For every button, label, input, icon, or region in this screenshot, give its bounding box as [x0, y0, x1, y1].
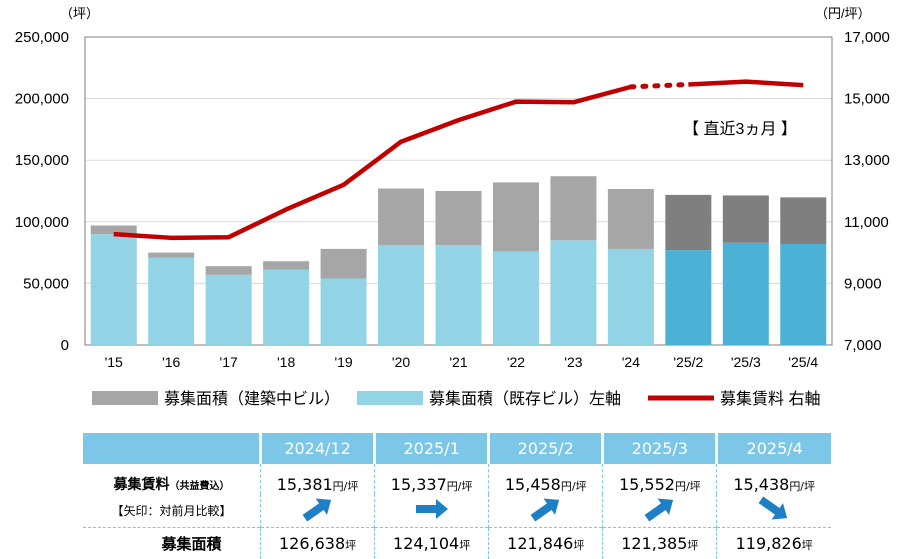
bar-construction-9	[608, 189, 654, 249]
bar-construction-1	[148, 253, 194, 258]
category-label-0: '15	[105, 354, 123, 370]
left-tick-label: 250,000	[15, 29, 69, 46]
category-label-9: '24	[622, 354, 640, 370]
trend-arrow-shape	[527, 495, 565, 523]
bar-construction-0	[91, 225, 137, 234]
rent-cell-1: 15,337円/坪	[375, 464, 489, 494]
bar-existing-7	[493, 251, 539, 345]
legend-swatch-1	[357, 391, 423, 405]
category-label-10: '25/2	[673, 354, 703, 370]
area-cell-1: 124,104坪	[375, 528, 489, 559]
right-tick-label: 7,000	[844, 337, 882, 354]
category-label-12: '25/4	[788, 354, 818, 370]
legend-label-2: 募集賃料 右軸	[720, 390, 820, 408]
table-header-month-1: 2025/1	[375, 433, 489, 464]
area-cell-4: 119,826坪	[717, 528, 831, 559]
category-label-4: '19	[334, 354, 352, 370]
right-tick-label: 11,000	[844, 214, 889, 231]
trend-arrow-icon-1	[412, 495, 452, 523]
arrow-note: 【矢印：対前月比較】	[83, 494, 261, 528]
category-label-1: '16	[162, 354, 180, 370]
rent-line-gap	[631, 84, 688, 86]
bar-construction-2	[206, 266, 252, 275]
area-cell-2: 121,846坪	[489, 528, 603, 559]
rent-cell-2: 15,458円/坪	[489, 464, 603, 494]
category-label-5: '20	[392, 354, 410, 370]
rent-cell-0: 15,381円/坪	[261, 464, 375, 494]
trend-arrow-shape	[755, 495, 793, 523]
bar-existing-8	[550, 240, 596, 345]
recent-annotation: 【 直近3ヵ月 】	[683, 120, 797, 138]
trend-arrow-icon-3	[640, 495, 680, 523]
table-header-blank	[83, 433, 261, 464]
bar-existing-5	[378, 245, 424, 345]
legend-swatch-0	[92, 391, 158, 405]
left-tick-label: 100,000	[15, 214, 69, 231]
bar-existing-3	[263, 270, 309, 345]
right-tick-label: 17,000	[844, 29, 890, 46]
monthly-summary-table: 2024/12 2025/1 2025/2 2025/3 2025/4 募集賃料…	[83, 433, 831, 559]
legend-label-1: 募集面積（既存ビル）左軸	[429, 390, 621, 408]
bar-existing-4	[321, 278, 367, 345]
trend-arrow-icon-2	[526, 495, 566, 523]
rent-sub-label: （共益費込）	[170, 481, 230, 492]
bar-existing-11	[723, 243, 769, 345]
bar-construction-10	[665, 195, 711, 250]
bar-existing-12	[780, 244, 826, 345]
bar-existing-6	[436, 245, 482, 345]
rent-area-chart: 0 50,000 100,000 150,000 200,000 250,000 7,000…	[0, 0, 900, 418]
category-label-2: '17	[220, 354, 238, 370]
trend-arrow-shape	[416, 499, 448, 519]
trend-arrow-shape	[641, 495, 679, 523]
bar-construction-3	[263, 261, 309, 270]
bar-existing-1	[148, 258, 194, 345]
bar-construction-4	[321, 249, 367, 279]
table-header-month-2: 2025/2	[489, 433, 603, 464]
category-label-3: '18	[277, 354, 295, 370]
category-label-8: '23	[564, 354, 582, 370]
area-cell-3: 121,385坪	[603, 528, 717, 559]
bar-construction-8	[550, 176, 596, 240]
rent-cell-4: 15,438円/坪	[717, 464, 831, 494]
table-header-month-4: 2025/4	[717, 433, 831, 464]
bar-construction-7	[493, 182, 539, 251]
table-header-month-0: 2024/12	[261, 433, 375, 464]
bar-existing-9	[608, 249, 654, 345]
rent-cell-3: 15,552円/坪	[603, 464, 717, 494]
category-label-6: '21	[449, 354, 467, 370]
left-tick-label: 200,000	[15, 91, 69, 108]
legend-label-0: 募集面積（建築中ビル）	[164, 390, 340, 408]
left-tick-label: 150,000	[15, 152, 69, 169]
right-tick-label: 13,000	[844, 152, 890, 169]
bar-construction-12	[780, 197, 826, 244]
left-tick-label: 0	[61, 337, 69, 354]
rent-line-recent	[688, 82, 803, 86]
trend-arrow-shape	[299, 495, 337, 523]
area-cell-0: 126,638坪	[261, 528, 375, 559]
area-row-label: 募集面積	[83, 528, 261, 559]
category-label-11: '25/3	[731, 354, 761, 370]
right-axis-unit: （円/坪）	[815, 6, 871, 21]
bar-construction-6	[436, 191, 482, 245]
rent-label: 募集賃料	[114, 477, 170, 493]
left-tick-label: 50,000	[23, 275, 69, 292]
trend-arrow-icon-4	[754, 495, 794, 523]
right-tick-label: 15,000	[844, 91, 890, 108]
bar-existing-10	[665, 250, 711, 345]
left-axis-unit: （坪）	[60, 6, 99, 21]
trend-arrow-icon-0	[298, 495, 338, 523]
table-header-month-3: 2025/3	[603, 433, 717, 464]
bar-existing-0	[91, 234, 137, 345]
bar-existing-2	[206, 275, 252, 345]
bar-construction-11	[723, 195, 769, 242]
bar-construction-5	[378, 189, 424, 246]
rent-row-label: 募集賃料（共益費込）	[83, 464, 261, 494]
category-label-7: '22	[507, 354, 525, 370]
right-tick-label: 9,000	[844, 275, 882, 292]
